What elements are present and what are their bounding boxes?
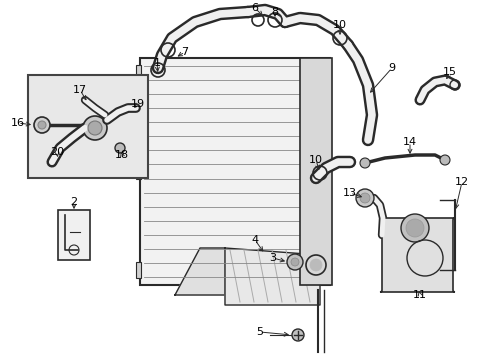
Bar [28,75,148,178]
Circle shape [439,155,449,165]
Circle shape [355,189,373,207]
Bar [136,65,141,81]
Circle shape [359,193,369,203]
Text: 7: 7 [181,47,188,57]
Circle shape [38,121,46,129]
Text: 18: 18 [115,150,129,160]
Text: 3: 3 [269,253,276,263]
Circle shape [291,329,304,341]
Text: 10: 10 [308,155,323,165]
Bar [136,163,141,179]
Text: 9: 9 [387,63,395,73]
Bar [299,58,331,285]
Text: 5: 5 [256,327,263,337]
Circle shape [115,143,125,153]
Text: 20: 20 [50,147,64,157]
Circle shape [359,158,369,168]
Circle shape [309,259,321,271]
Text: 8: 8 [271,7,278,17]
Text: 12: 12 [454,177,468,187]
Text: 17: 17 [73,85,87,95]
Bar [58,210,90,260]
Bar [136,262,141,278]
Circle shape [290,258,298,266]
Text: 16: 16 [11,118,25,128]
Polygon shape [175,248,224,295]
Text: 14: 14 [402,137,416,147]
Text: 4: 4 [251,235,258,245]
Circle shape [286,254,303,270]
Text: 10: 10 [332,20,346,30]
Circle shape [83,116,107,140]
Text: 6: 6 [251,3,258,13]
Text: 2: 2 [70,197,78,207]
Circle shape [400,214,428,242]
Circle shape [34,117,50,133]
Text: 13: 13 [342,188,356,198]
Circle shape [88,121,102,135]
Polygon shape [224,248,319,305]
Text: 1: 1 [153,58,160,68]
Circle shape [405,219,423,237]
Text: 15: 15 [442,67,456,77]
Text: 19: 19 [131,99,145,109]
FancyBboxPatch shape [379,218,454,292]
Text: 11: 11 [412,290,426,300]
Bar [140,58,329,285]
